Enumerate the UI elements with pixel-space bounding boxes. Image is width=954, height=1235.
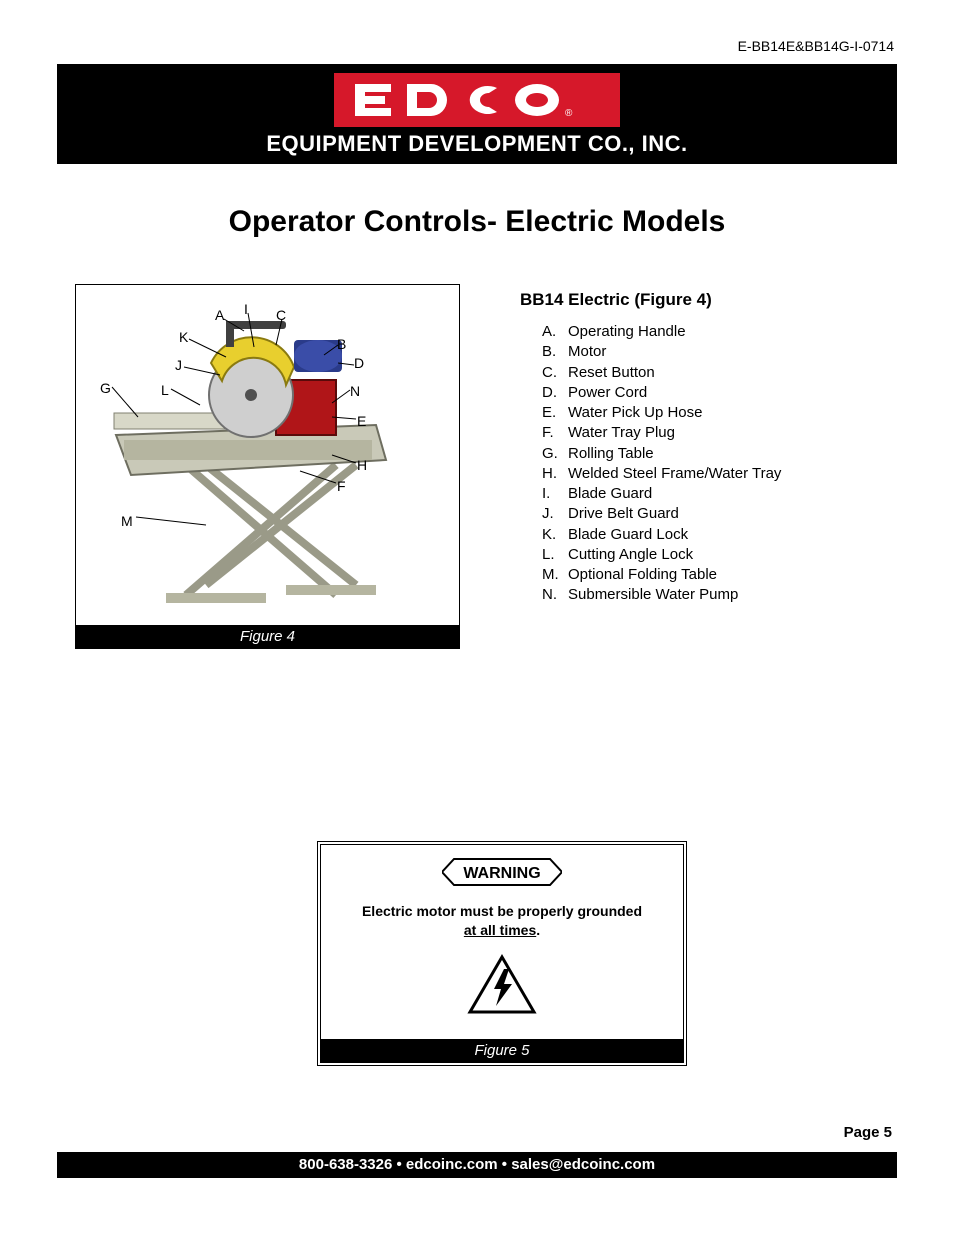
parts-item: A.Operating Handle [542,322,880,342]
figure-4: A I C K B J D G L N E H F M Figure 4 [75,284,460,649]
parts-name: Drive Belt Guard [568,504,679,524]
fig4-label-H: H [357,457,367,473]
tile-saw-illustration-icon [76,285,459,625]
fig4-label-C: C [276,307,286,323]
warning-line2: at all times [464,922,536,938]
parts-item: K.Blade Guard Lock [542,525,880,545]
parts-letter: I. [542,484,568,504]
footer-bar: 800-638-3326 • edcoinc.com • sales@edcoi… [57,1152,897,1178]
parts-item: B.Motor [542,342,880,362]
parts-name: Water Tray Plug [568,423,675,443]
parts-letter: K. [542,525,568,545]
parts-letter: M. [542,565,568,585]
parts-name: Rolling Table [568,444,654,464]
parts-letter: H. [542,464,568,484]
warning-inner: WARNING Electric motor must be properly … [321,845,683,1039]
parts-list: A.Operating Handle B.Motor C.Reset Butto… [520,322,880,606]
parts-name: Power Cord [568,383,647,403]
page-title: Operator Controls- Electric Models [0,205,954,239]
parts-letter: N. [542,585,568,605]
document-id: E-BB14E&BB14G-I-0714 [738,38,894,54]
parts-item: L.Cutting Angle Lock [542,545,880,565]
parts-item: M.Optional Folding Table [542,565,880,585]
parts-letter: J. [542,504,568,524]
svg-text:WARNING: WARNING [463,865,540,882]
fig4-label-K: K [179,329,188,345]
parts-name: Welded Steel Frame/Water Tray [568,464,781,484]
logo-red-plate: ® [332,71,622,129]
logo-subtitle: EQUIPMENT DEVELOPMENT CO., INC. [266,131,687,157]
parts-letter: G. [542,444,568,464]
logo: ® EQUIPMENT DEVELOPMENT CO., INC. [266,71,687,157]
header-banner: ® EQUIPMENT DEVELOPMENT CO., INC. [57,64,897,164]
page-number: Page 5 [844,1124,892,1141]
parts-name: Blade Guard [568,484,652,504]
parts-name: Cutting Angle Lock [568,545,693,565]
edco-logo-icon: ® [347,78,607,122]
fig4-label-M: M [121,513,133,529]
parts-item: E.Water Pick Up Hose [542,403,880,423]
parts-item: C.Reset Button [542,363,880,383]
warning-badge: WARNING [442,857,562,892]
warning-text: Electric motor must be properly grounded… [337,902,667,940]
fig4-label-B: B [337,336,346,352]
svg-text:®: ® [565,108,573,119]
warning-line1: Electric motor must be properly grounded [362,903,642,919]
electrical-hazard-icon [337,954,667,1021]
parts-letter: B. [542,342,568,362]
parts-letter: E. [542,403,568,423]
parts-item: D.Power Cord [542,383,880,403]
parts-name: Submersible Water Pump [568,585,738,605]
figure-5: WARNING Electric motor must be properly … [317,841,687,1066]
parts-name: Motor [568,342,606,362]
parts-item: J.Drive Belt Guard [542,504,880,524]
parts-name: Blade Guard Lock [568,525,688,545]
fig4-label-I: I [244,301,248,317]
warning-label-icon: WARNING [442,857,562,887]
parts-name: Reset Button [568,363,655,383]
parts-item: F.Water Tray Plug [542,423,880,443]
parts-letter: D. [542,383,568,403]
fig4-label-A: A [215,307,224,323]
figure-4-image: A I C K B J D G L N E H F M [76,285,459,625]
fig4-label-J: J [175,357,182,373]
parts-item: N.Submersible Water Pump [542,585,880,605]
parts-letter: A. [542,322,568,342]
parts-letter: C. [542,363,568,383]
fig4-label-L: L [161,382,169,398]
parts-item: H.Welded Steel Frame/Water Tray [542,464,880,484]
parts-letter: F. [542,423,568,443]
parts-item: I.Blade Guard [542,484,880,504]
figure-5-caption: Figure 5 [321,1039,683,1062]
parts-letter: L. [542,545,568,565]
fig4-label-E: E [357,413,366,429]
parts-name: Water Pick Up Hose [568,403,702,423]
parts-list-title: BB14 Electric (Figure 4) [520,290,880,310]
fig4-label-G: G [100,380,111,396]
parts-item: G.Rolling Table [542,444,880,464]
warning-period: . [536,922,540,938]
parts-list-block: BB14 Electric (Figure 4) A.Operating Han… [520,290,880,606]
fig4-label-F: F [337,478,346,494]
parts-name: Optional Folding Table [568,565,717,585]
parts-name: Operating Handle [568,322,686,342]
fig4-label-D: D [354,355,364,371]
fig4-label-N: N [350,383,360,399]
figure-4-caption: Figure 4 [76,625,459,648]
